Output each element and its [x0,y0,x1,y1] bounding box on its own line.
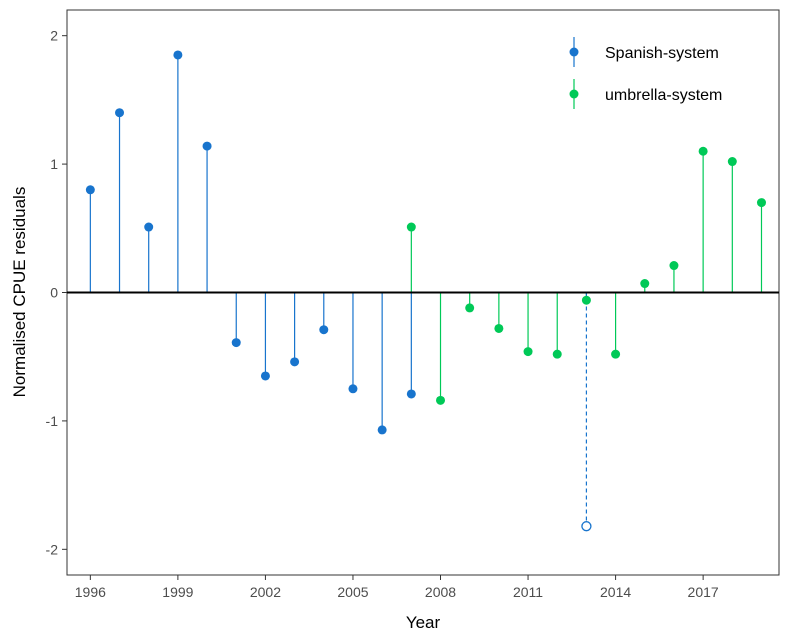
data-point [202,141,212,151]
data-point [290,357,300,367]
legend: Spanish-system umbrella-system [569,37,722,109]
axis-ticks: 1996 1999 2002 2005 2008 2011 2014 2017 -2 -1 0 1 2 [46,28,719,600]
legend-key-point [569,89,579,99]
data-point [727,157,737,167]
data-point [581,295,591,305]
data-point [348,384,358,394]
data-point [144,222,154,232]
legend-label: Spanish-system [605,45,719,62]
x-tick-label: 1996 [75,584,106,600]
y-tick-label: 1 [50,156,58,172]
x-tick-label: 2014 [600,584,631,600]
data-point [640,279,650,289]
data-point [260,371,270,381]
y-tick-label: -2 [46,541,59,557]
data-points [85,50,766,532]
data-point [406,389,416,399]
data-point [523,347,533,357]
y-tick-label: -1 [46,413,59,429]
y-axis-title: Normalised CPUE residuals [10,187,29,398]
x-tick-label: 2017 [688,584,719,600]
data-point [552,349,562,359]
data-point [669,261,679,271]
lollipop-stems [89,54,763,527]
data-point [85,185,95,195]
data-point [756,198,766,208]
data-point [319,325,329,335]
y-tick-label: 2 [50,28,58,44]
x-tick-label: 2011 [513,584,543,600]
legend-label: umbrella-system [605,87,722,104]
data-point [494,323,504,333]
data-point [406,222,416,232]
data-point [173,50,183,60]
data-point [698,146,708,156]
data-point [611,349,621,359]
data-point [436,395,446,405]
x-tick-label: 2008 [425,584,456,600]
x-tick-label: 2005 [337,584,368,600]
data-point-open [581,521,592,532]
data-point [115,108,125,118]
data-point [377,425,387,435]
x-axis-title: Year [406,613,441,632]
data-point [465,303,475,313]
legend-key-point [569,47,579,57]
data-point [231,338,241,348]
x-tick-label: 1999 [162,584,193,600]
y-tick-label: 0 [50,285,58,301]
x-tick-label: 2002 [250,584,281,600]
